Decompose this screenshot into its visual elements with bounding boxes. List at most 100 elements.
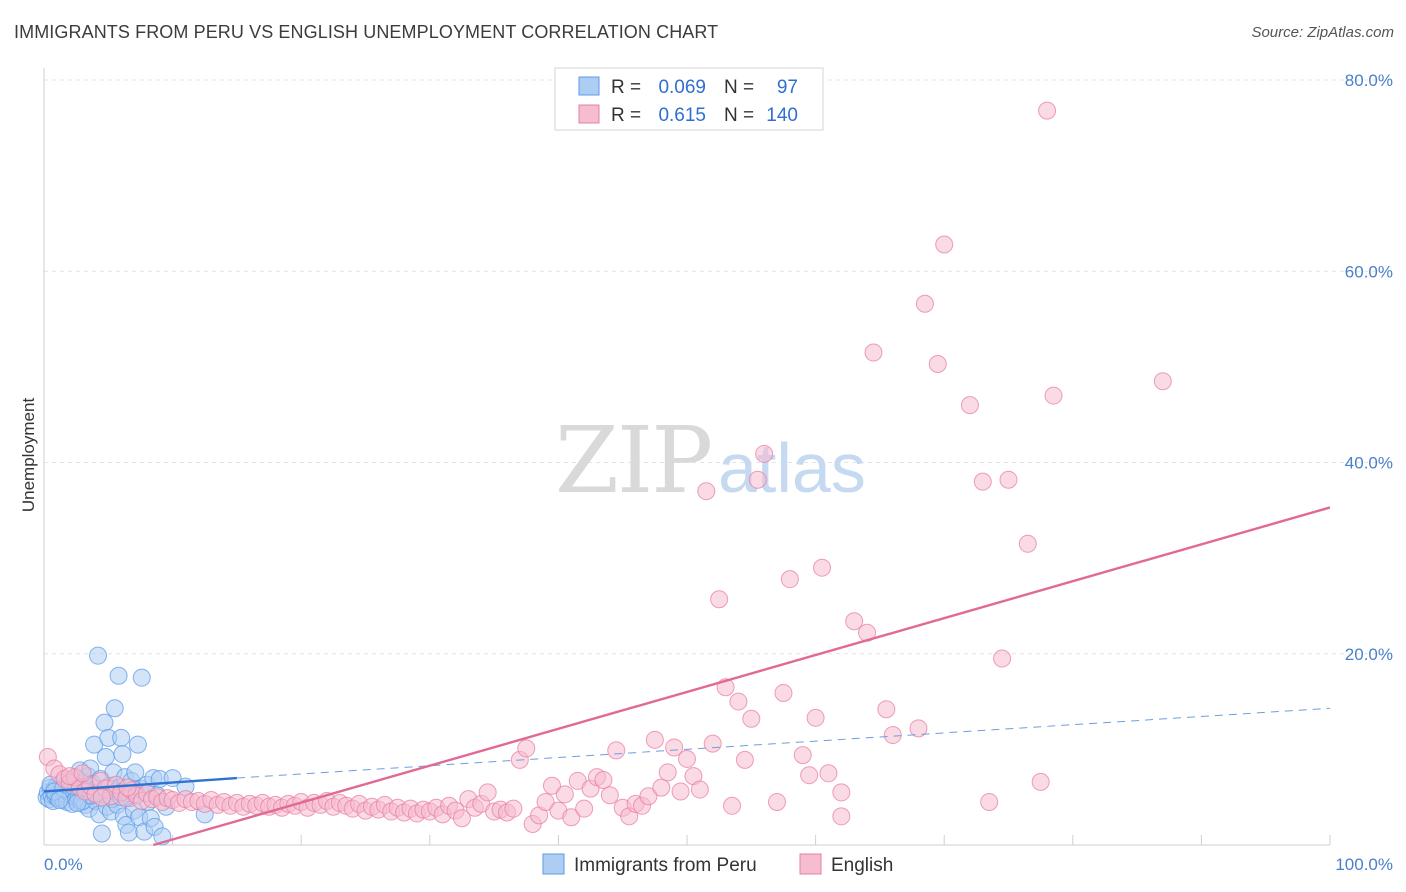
english-point-136 bbox=[960, 396, 979, 415]
english-point-108 bbox=[703, 734, 722, 753]
y-tick-label-3: 80.0% bbox=[1345, 71, 1393, 90]
watermark: ZIP atlas bbox=[555, 407, 866, 514]
peru-point-56 bbox=[109, 666, 128, 685]
peru-trend-line-0 bbox=[43, 776, 237, 793]
english-point-91 bbox=[594, 770, 613, 789]
legend-swatch-0 bbox=[578, 76, 600, 96]
english-point-109 bbox=[710, 590, 729, 609]
english-point-139 bbox=[993, 649, 1012, 668]
english-point-124 bbox=[819, 764, 838, 783]
legend-n-label-0: N = bbox=[724, 77, 754, 98]
peru-point-58 bbox=[112, 728, 131, 747]
english-point-102 bbox=[665, 738, 684, 757]
peru-point-92 bbox=[50, 791, 69, 810]
peru-trend-line-1 bbox=[236, 707, 1331, 779]
bottom-legend-label-0: Immigrants from Peru bbox=[574, 855, 757, 876]
english-point-103 bbox=[671, 782, 690, 801]
bottom-legend-label-1: English bbox=[831, 855, 893, 876]
english-point-132 bbox=[909, 719, 928, 738]
tick-labels: 20.0% 40.0% 60.0% 80.0% 0.0% 100.0% bbox=[44, 71, 1393, 874]
english-point-77 bbox=[504, 799, 523, 818]
english-point-126 bbox=[832, 783, 851, 802]
english-point-85 bbox=[555, 785, 574, 804]
peru-point-69 bbox=[128, 735, 147, 754]
english-point-73 bbox=[478, 783, 497, 802]
legend-r-value-0: 0.069 bbox=[658, 77, 706, 98]
english-point-123 bbox=[813, 558, 832, 577]
english-point-98 bbox=[639, 787, 658, 806]
english-point-129 bbox=[864, 343, 883, 362]
legend-n-value-0: 97 bbox=[777, 77, 798, 98]
english-point-143 bbox=[1038, 101, 1057, 120]
watermark-zip: ZIP bbox=[555, 407, 711, 514]
bottom-legend: Immigrants from Peru English bbox=[542, 853, 893, 876]
english-point-107 bbox=[697, 482, 716, 501]
bottom-legend-swatch-1 bbox=[799, 853, 822, 875]
legend-swatch-1 bbox=[578, 104, 600, 124]
english-point-127 bbox=[845, 612, 864, 631]
y-tick-label-0: 20.0% bbox=[1345, 645, 1393, 664]
english-point-113 bbox=[735, 750, 754, 769]
english-point-145 bbox=[1153, 372, 1172, 391]
english-point-120 bbox=[793, 746, 812, 765]
peru-point-46 bbox=[96, 748, 115, 767]
english-point-134 bbox=[928, 355, 947, 374]
english-point-144 bbox=[1044, 386, 1063, 405]
peru-point-43 bbox=[92, 824, 111, 843]
english-point-86 bbox=[562, 808, 581, 827]
english-point-131 bbox=[883, 726, 902, 745]
peru-point-59 bbox=[113, 745, 132, 764]
english-point-82 bbox=[536, 792, 555, 811]
bottom-legend-swatch-0 bbox=[542, 853, 565, 875]
english-point-121 bbox=[800, 766, 819, 785]
peru-point-40 bbox=[89, 646, 108, 665]
english-point-106 bbox=[690, 780, 709, 799]
english-point-100 bbox=[652, 778, 671, 797]
english-point-111 bbox=[723, 796, 742, 815]
y-tick-label-1: 40.0% bbox=[1345, 454, 1393, 473]
y-axis-title: Unemployment bbox=[19, 398, 38, 513]
english-point-141 bbox=[1018, 534, 1037, 553]
english-point-104 bbox=[678, 749, 696, 768]
peru-point-53 bbox=[105, 699, 124, 718]
english-point-122 bbox=[806, 708, 825, 727]
legend-n-value-1: 140 bbox=[766, 105, 798, 126]
x-tick-label-0: 0.0% bbox=[44, 855, 83, 874]
english-point-69 bbox=[452, 809, 471, 828]
legend-box bbox=[554, 67, 824, 131]
english-point-115 bbox=[748, 470, 767, 489]
english-point-137 bbox=[973, 472, 992, 491]
english-point-83 bbox=[542, 776, 561, 795]
english-point-79 bbox=[517, 739, 536, 758]
english-point-92 bbox=[600, 786, 619, 805]
legend-n-label-1: N = bbox=[724, 105, 754, 126]
english-point-114 bbox=[742, 709, 761, 728]
legend: R = 0.069 N = 97 R = 0.615 N = 140 bbox=[554, 67, 824, 131]
peru-point-72 bbox=[132, 668, 151, 687]
english-point-99 bbox=[645, 730, 664, 749]
trend-lines bbox=[43, 506, 1331, 847]
english-point-138 bbox=[980, 792, 999, 811]
y-tick-label-2: 60.0% bbox=[1345, 262, 1393, 281]
english-point-116 bbox=[755, 444, 774, 463]
english-point-149 bbox=[118, 778, 137, 797]
english-point-147 bbox=[73, 764, 92, 783]
peru-point-64 bbox=[119, 823, 138, 842]
legend-r-value-1: 0.615 bbox=[658, 105, 706, 126]
chart-title: IMMIGRANTS FROM PERU VS ENGLISH UNEMPLOY… bbox=[14, 22, 719, 42]
english-point-133 bbox=[915, 294, 934, 313]
legend-r-label-1: R = bbox=[611, 105, 641, 126]
english-point-119 bbox=[780, 570, 799, 589]
data-points bbox=[37, 101, 1172, 846]
english-point-142 bbox=[1031, 772, 1050, 791]
english-point-135 bbox=[935, 235, 954, 254]
english-point-140 bbox=[999, 470, 1018, 489]
english-point-112 bbox=[729, 692, 748, 711]
english-point-148 bbox=[92, 788, 111, 807]
english-trend-line-2 bbox=[152, 506, 1331, 847]
english-point-130 bbox=[877, 700, 896, 719]
english-point-88 bbox=[575, 799, 594, 818]
watermark-atlas: atlas bbox=[718, 429, 866, 507]
grid bbox=[44, 79, 1392, 655]
